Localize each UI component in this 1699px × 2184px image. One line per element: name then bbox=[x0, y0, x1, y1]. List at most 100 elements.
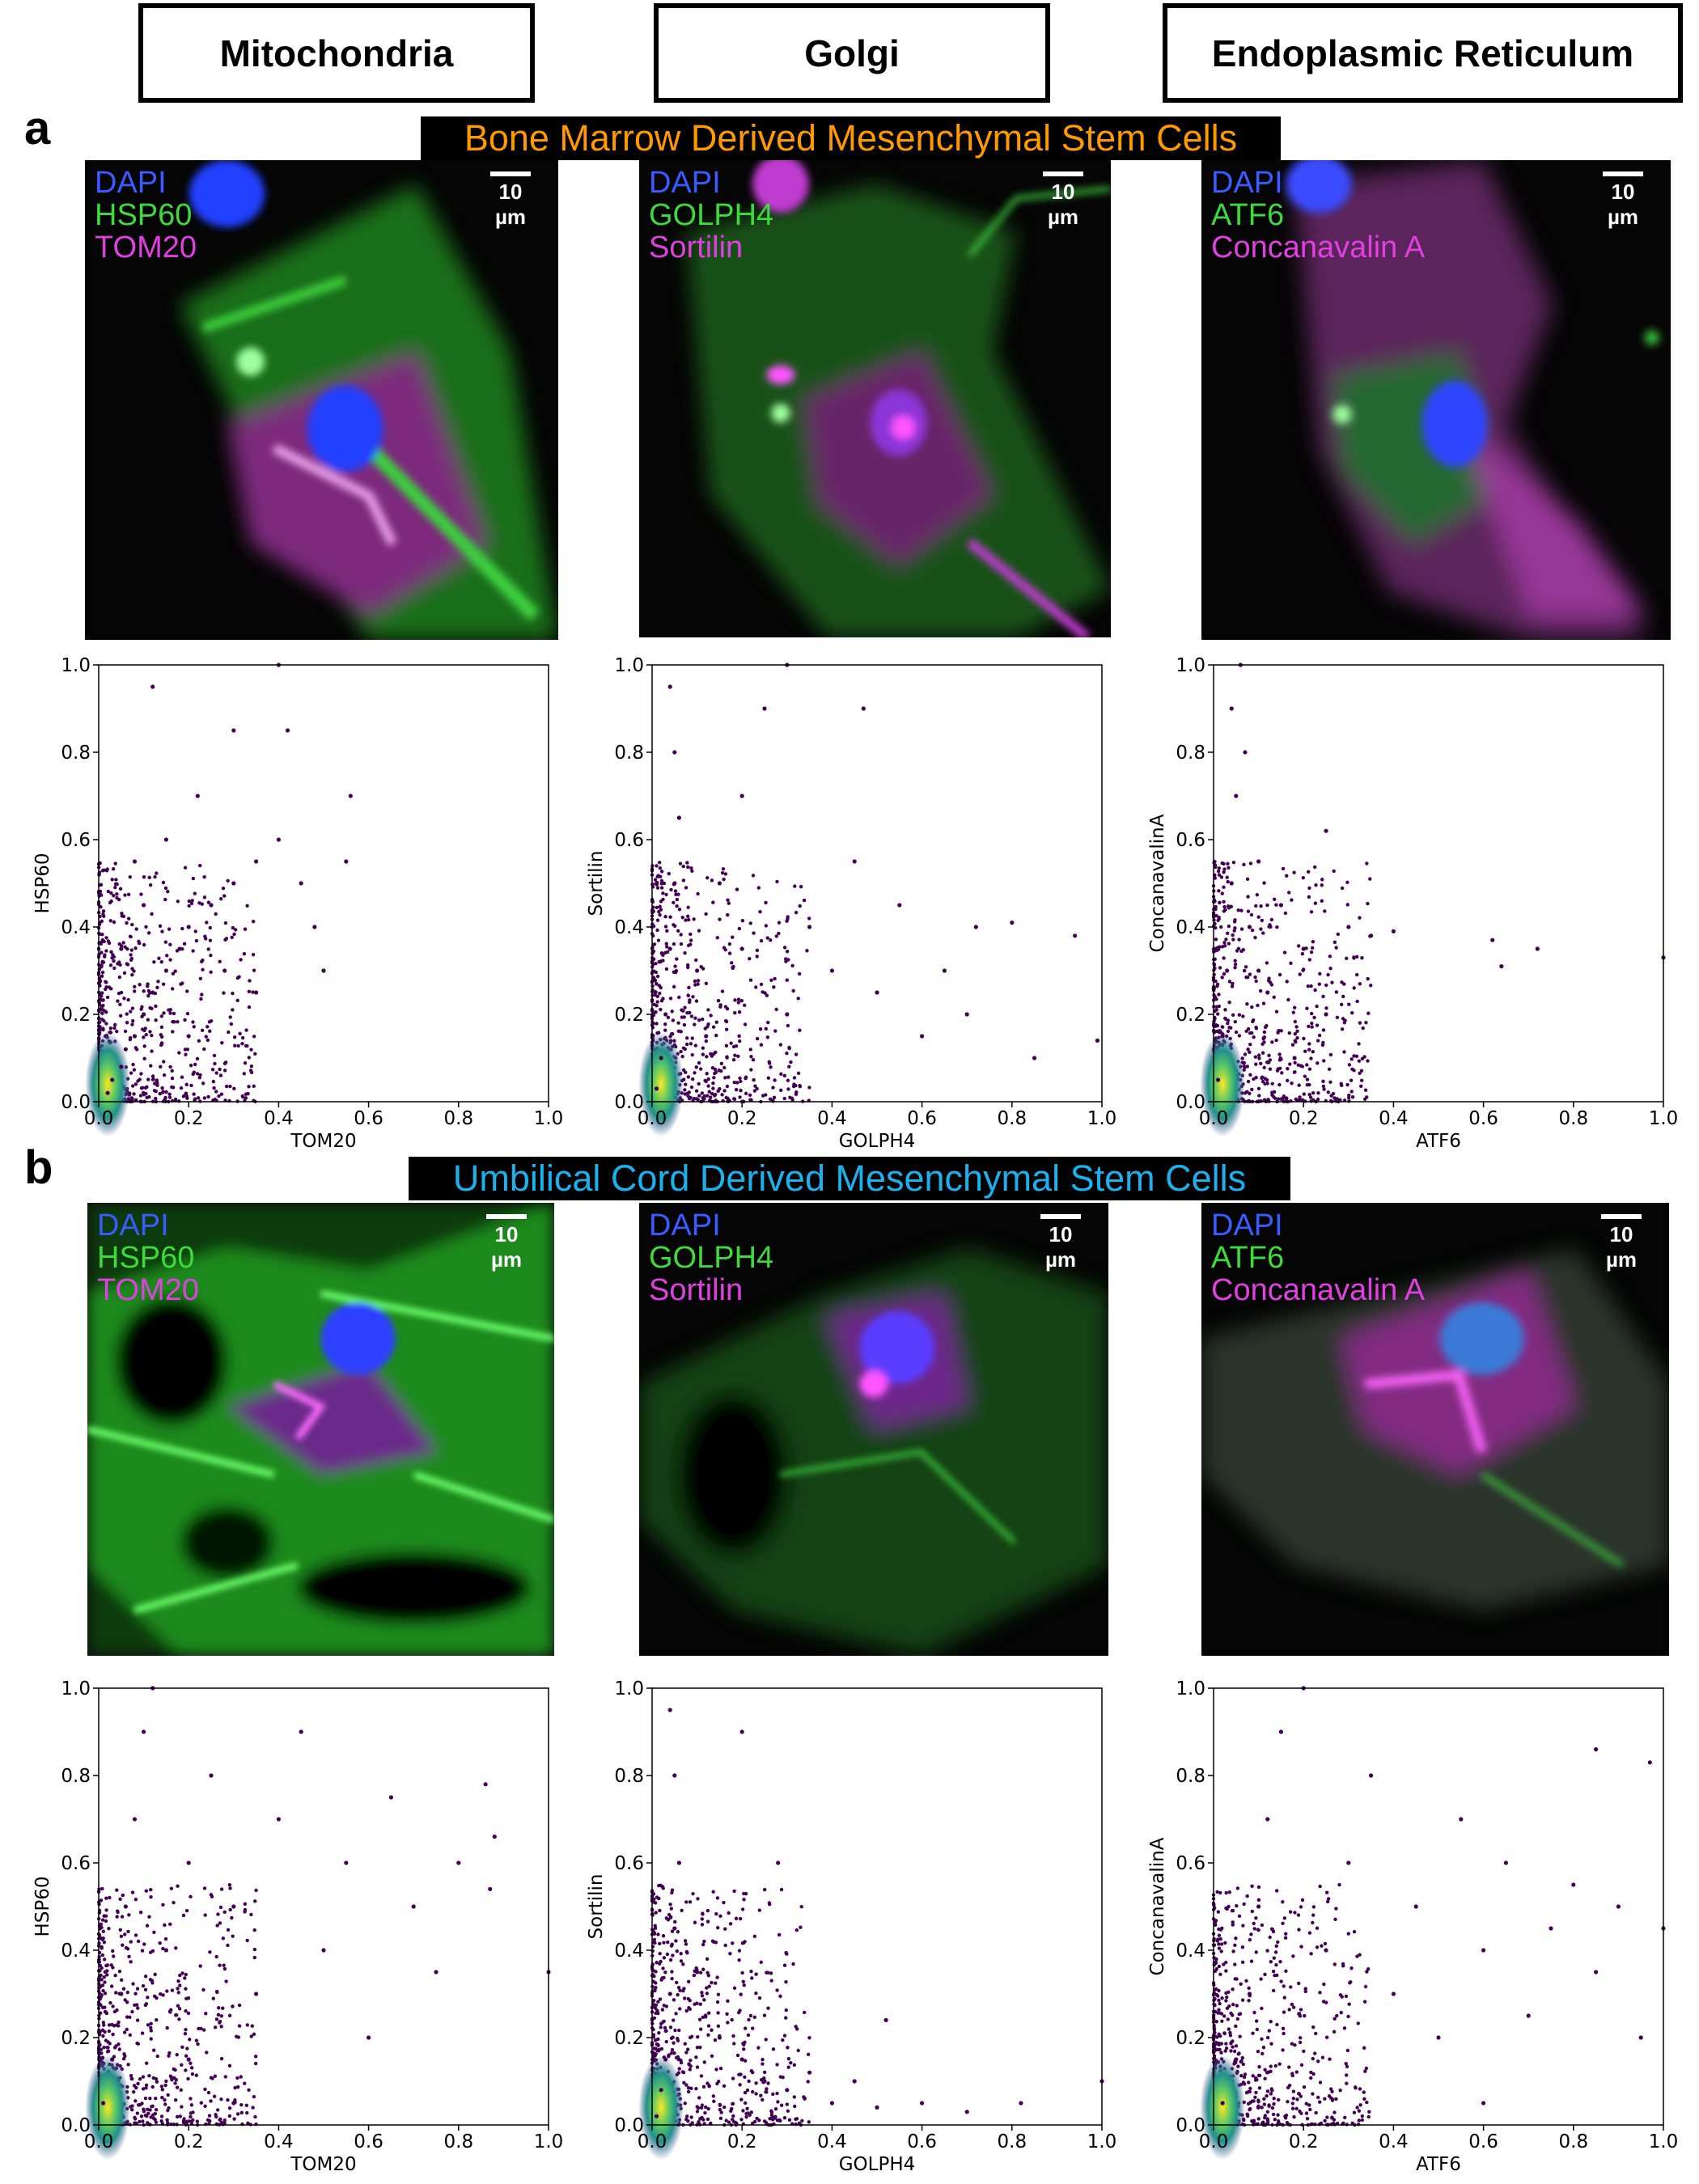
cloud-point bbox=[1292, 2089, 1295, 2093]
data-point bbox=[1594, 1747, 1598, 1751]
data-point bbox=[1256, 1904, 1260, 1908]
cloud-point bbox=[1291, 2107, 1294, 2110]
cloud-point bbox=[1301, 1898, 1304, 1902]
cloud-point bbox=[1291, 2074, 1294, 2077]
cloud-point bbox=[1248, 2087, 1252, 2090]
x-tick-label: 0.4 bbox=[1379, 2131, 1409, 2152]
cloud-point bbox=[1220, 1996, 1223, 2000]
cloud-point bbox=[1260, 2106, 1263, 2109]
data-point bbox=[1279, 1729, 1283, 1733]
cloud-point bbox=[1335, 2014, 1338, 2017]
cloud-point bbox=[1299, 2014, 1302, 2017]
cloud-point bbox=[1245, 2091, 1248, 2094]
data-point bbox=[1436, 2035, 1440, 2039]
cloud-point bbox=[1229, 2049, 1232, 2052]
cloud-point bbox=[1218, 2002, 1221, 2005]
cloud-point bbox=[1275, 1889, 1278, 1892]
cloud-point bbox=[1311, 2092, 1314, 2095]
cloud-point bbox=[1217, 1989, 1220, 1992]
data-point bbox=[1594, 1970, 1598, 1974]
y-tick-label: 1.0 bbox=[1176, 1678, 1205, 1699]
cloud-point bbox=[1272, 2102, 1275, 2106]
x-tick-label: 0.8 bbox=[1559, 2131, 1589, 2152]
cloud-point bbox=[1231, 2003, 1235, 2006]
cloud-point bbox=[1250, 1885, 1253, 1888]
cloud-point bbox=[1275, 1945, 1278, 1948]
cloud-point bbox=[1255, 1950, 1258, 1953]
cloud-point bbox=[1259, 1977, 1262, 1980]
cloud-point bbox=[1235, 1904, 1238, 1907]
data-points bbox=[1221, 1686, 1666, 2105]
cloud-point bbox=[1217, 1942, 1220, 1945]
cloud-point bbox=[1247, 1987, 1250, 1990]
cloud-point bbox=[1357, 2021, 1360, 2025]
cloud-point bbox=[1252, 1922, 1256, 1925]
cloud-point bbox=[1272, 1970, 1275, 1973]
cloud-point bbox=[1254, 1916, 1257, 1919]
cloud-point bbox=[1218, 1965, 1221, 1968]
cloud-point bbox=[1265, 2094, 1268, 2097]
cloud-point bbox=[1362, 2090, 1366, 2093]
x-tick-label: 0.2 bbox=[1289, 2131, 1319, 2152]
cloud-point bbox=[1334, 2097, 1337, 2101]
cloud-point bbox=[1254, 2078, 1257, 2081]
cloud-point bbox=[1318, 1885, 1321, 1888]
cloud-point bbox=[1217, 2042, 1220, 2045]
cloud-point bbox=[1217, 1910, 1220, 1913]
cloud-point bbox=[1291, 1954, 1294, 1958]
cloud-point bbox=[1361, 2118, 1364, 2122]
cloud-point bbox=[1362, 2097, 1366, 2101]
cloud-point bbox=[1303, 1987, 1307, 1990]
cloud-point bbox=[1255, 2019, 1258, 2022]
cloud-point bbox=[1220, 2019, 1223, 2022]
cloud-point bbox=[1279, 1979, 1282, 1983]
cloud-point bbox=[1333, 2110, 1336, 2114]
cloud-point bbox=[1275, 2023, 1278, 2026]
cloud-point bbox=[1263, 2102, 1266, 2106]
cloud-point bbox=[1248, 1938, 1252, 1941]
cloud-point bbox=[1276, 2113, 1279, 2116]
cloud-point bbox=[1252, 2011, 1256, 2014]
cloud-point bbox=[1224, 1961, 1227, 1964]
data-point bbox=[1265, 1817, 1269, 1821]
cloud-point bbox=[1272, 1989, 1275, 1992]
cloud-point bbox=[1269, 1960, 1273, 1963]
cloud-point bbox=[1305, 2111, 1308, 2114]
cloud-point bbox=[1333, 1918, 1337, 1921]
cloud-point bbox=[1253, 1927, 1256, 1930]
cloud-point bbox=[1229, 2012, 1232, 2015]
cloud-point bbox=[1329, 2087, 1333, 2090]
cloud-point bbox=[1234, 2025, 1237, 2028]
cloud-point bbox=[1345, 2082, 1348, 2085]
cloud-point bbox=[1224, 1999, 1227, 2002]
cloud-point bbox=[1263, 1973, 1266, 1976]
cloud-point bbox=[1228, 1890, 1231, 1894]
cloud-point bbox=[1266, 2089, 1269, 2093]
cloud-point bbox=[1235, 1977, 1238, 1980]
cloud-point bbox=[1272, 2113, 1275, 2116]
cloud-point bbox=[1302, 2050, 1305, 2053]
cloud-point bbox=[1252, 2099, 1255, 2102]
cloud-point bbox=[1233, 1962, 1236, 1966]
cloud-point bbox=[1282, 2027, 1285, 2030]
cloud-point bbox=[1248, 2107, 1252, 2110]
cloud-point bbox=[1366, 1967, 1370, 1970]
y-tick-label: 0.2 bbox=[1176, 2028, 1205, 2049]
cloud-point bbox=[1222, 2014, 1226, 2017]
cloud-point bbox=[1334, 1907, 1337, 1910]
cloud-point bbox=[1349, 1966, 1353, 1970]
cloud-point bbox=[1236, 2017, 1239, 2021]
cloud-point bbox=[1249, 1932, 1252, 1936]
cloud-point bbox=[1248, 2090, 1252, 2093]
cloud-point bbox=[1287, 2008, 1290, 2011]
cloud-point bbox=[1217, 2008, 1220, 2012]
cloud-point bbox=[1299, 2094, 1303, 2097]
data-point bbox=[1481, 2101, 1485, 2105]
cloud-point bbox=[1278, 1960, 1282, 1963]
cloud-point bbox=[1251, 2032, 1254, 2035]
cloud-point bbox=[1270, 1927, 1273, 1930]
cloud-point bbox=[1314, 2111, 1317, 2114]
cloud-point bbox=[1323, 2119, 1326, 2123]
y-tick-label: 0.0 bbox=[1176, 2115, 1205, 2136]
cloud-point bbox=[1293, 1911, 1296, 1914]
